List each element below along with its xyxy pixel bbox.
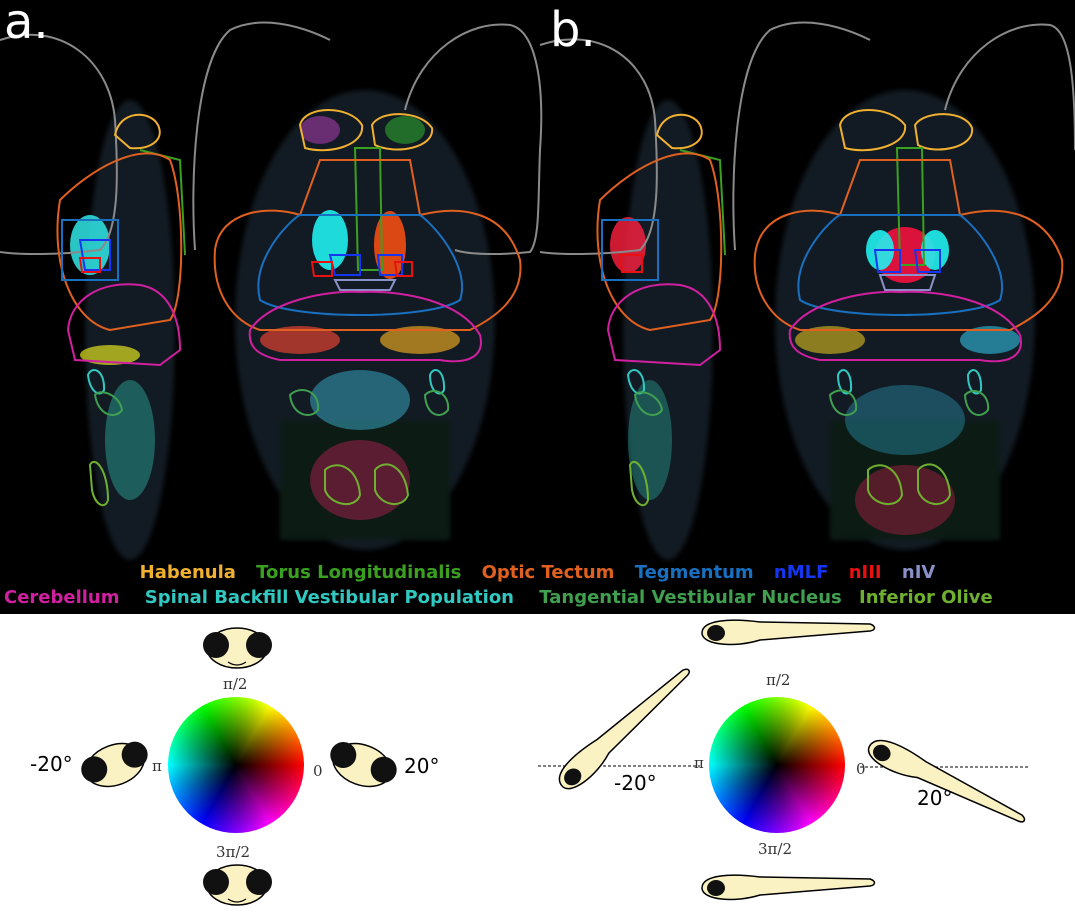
pitch-phase-color-wheel bbox=[709, 697, 845, 833]
pitch-phase-top: π/2 bbox=[766, 671, 791, 689]
roll-fish-top bbox=[203, 627, 272, 669]
roll-fish-left bbox=[81, 741, 148, 788]
pitch-angle-left: -20° bbox=[614, 771, 657, 795]
pitch-phase-bottom: 3π/2 bbox=[758, 840, 792, 858]
pitch-phase-left: π bbox=[694, 754, 704, 772]
panel-label-a: a. bbox=[4, 0, 49, 50]
brain-outlines bbox=[0, 21, 1075, 560]
legend-tangential-vestibular: Tangential Vestibular Nucleus bbox=[539, 587, 842, 608]
pitch-fish-top bbox=[701, 619, 876, 646]
roll-phase-color-wheel bbox=[168, 697, 304, 833]
fluorescence-a bbox=[70, 116, 460, 520]
pitch-phase-right: 0 bbox=[856, 760, 866, 778]
legend-inferior-olive: Inferior Olive bbox=[859, 587, 993, 608]
legend-habenula: Habenula bbox=[139, 562, 236, 583]
eye-outlines bbox=[0, 21, 1075, 256]
legend-torus-longitudinalis: Torus Longitudinalis bbox=[256, 562, 462, 583]
legend-cerebellum: Cerebellum bbox=[4, 587, 120, 608]
legend-tegmentum: Tegmentum bbox=[634, 562, 754, 583]
region-outlines-a bbox=[56, 109, 522, 507]
roll-phase-right: 0 bbox=[313, 762, 323, 780]
legend-nmlf: nMLF bbox=[773, 562, 829, 583]
tissue-glow-b bbox=[623, 90, 1035, 560]
roll-fish-right bbox=[330, 741, 397, 788]
legend-niv: nIV bbox=[901, 562, 936, 583]
pitch-angle-right: 20° bbox=[917, 786, 953, 810]
region-outlines-b bbox=[596, 109, 1064, 507]
legend-optic-tectum: Optic Tectum bbox=[481, 562, 615, 583]
legend-niii: nIII bbox=[848, 562, 882, 583]
roll-phase-bottom: 3π/2 bbox=[216, 843, 250, 861]
fluorescence-b bbox=[610, 217, 1020, 535]
panel-label-b: b. bbox=[550, 2, 596, 58]
tissue-glow-a bbox=[85, 90, 495, 560]
legend-spinal-backfill: Spinal Backfill Vestibular Population bbox=[144, 587, 514, 608]
legend-row-1: Habenula Torus Longitudinalis Optic Tect… bbox=[0, 562, 1075, 583]
roll-phase-top: π/2 bbox=[223, 675, 248, 693]
pitch-fish-bottom bbox=[701, 874, 876, 901]
roll-phase-left: π bbox=[152, 757, 162, 775]
roll-fish-bottom bbox=[203, 864, 272, 906]
legend-row-2: Cerebellum Spinal Backfill Vestibular Po… bbox=[4, 587, 1075, 608]
roll-angle-left: -20° bbox=[30, 752, 73, 776]
roll-angle-right: 20° bbox=[404, 754, 440, 778]
